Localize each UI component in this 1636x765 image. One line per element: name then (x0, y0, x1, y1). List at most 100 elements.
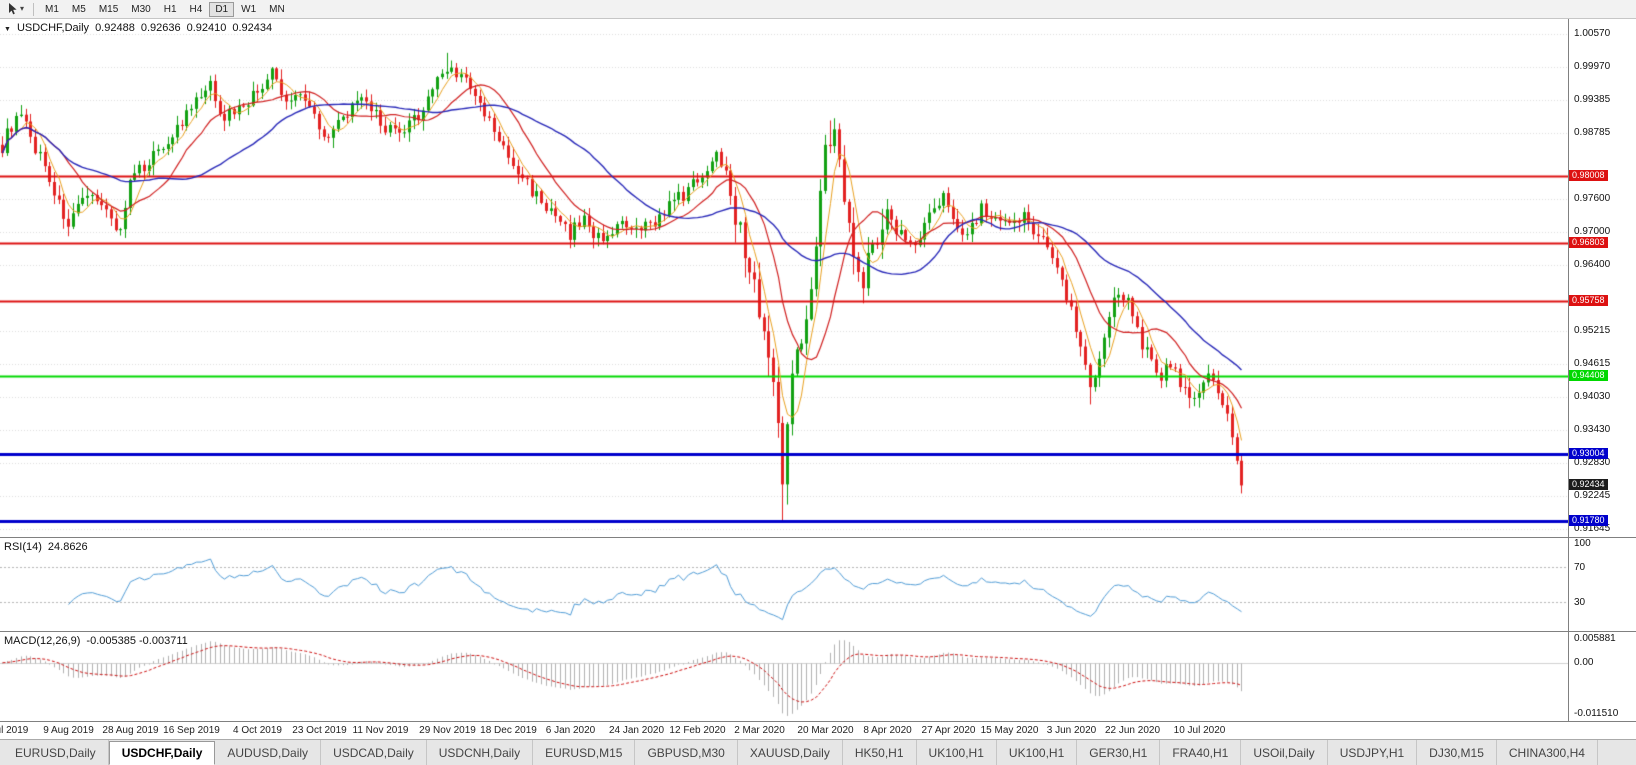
price-tick-label: 0.98785 (1574, 126, 1611, 138)
collapse-toggle-icon[interactable]: ▼ (4, 26, 11, 33)
level-price-label: 0.96803 (1569, 236, 1608, 248)
rsi-axis-label: 30 (1574, 596, 1586, 608)
ohlc-close: 0.92434 (232, 22, 273, 34)
chart-tab[interactable]: AUDUSD,Daily (215, 740, 322, 765)
timeframe-button[interactable]: MN (263, 2, 291, 17)
price-tick-label: 0.94615 (1574, 358, 1611, 370)
chart-tab[interactable]: USDCHF,Daily (108, 741, 216, 765)
date-label: 22 Jul 2019 (0, 725, 29, 736)
price-pane[interactable]: ▼ USDCHF,Daily 0.92488 0.92636 0.92410 0… (0, 19, 1636, 537)
rsi-axis[interactable]: 100 70 30 (1568, 538, 1636, 631)
date-label: 2 Mar 2020 (734, 725, 785, 736)
date-label: 27 Apr 2020 (921, 725, 976, 736)
cursor-tool-button[interactable]: ▾ (4, 3, 28, 15)
price-tick-label: 0.97000 (1574, 225, 1611, 237)
timeframe-buttons: M1 M5 M15 M30 H1 H4 D1 W1 MN (39, 1, 291, 17)
price-chart-canvas[interactable] (0, 19, 1568, 537)
ohlc-open: 0.92488 (95, 22, 135, 34)
date-label: 11 Nov 2019 (352, 725, 409, 736)
price-tick-label: 0.92245 (1574, 489, 1611, 501)
price-tick-label: 0.95215 (1574, 324, 1611, 336)
chart-tab[interactable]: USDCNH,Daily (427, 740, 534, 765)
price-tick-label: 0.93430 (1574, 423, 1611, 435)
chart-tab[interactable]: USDCAD,Daily (321, 740, 427, 765)
timeframe-button[interactable]: M5 (66, 2, 92, 17)
date-label: 23 Oct 2019 (292, 725, 347, 736)
macd-axis-label: 0.005881 (1574, 633, 1616, 644)
chart-window: ▼ USDCHF,Daily 0.92488 0.92636 0.92410 0… (0, 19, 1636, 739)
chevron-down-icon: ▾ (20, 4, 25, 13)
date-axis[interactable]: 22 Jul 2019 9 Aug 2019 28 Aug 2019 16 Sep 2… (0, 721, 1636, 739)
chart-tab[interactable]: UK100,H1 (917, 740, 997, 765)
price-tick-label: 0.92830 (1574, 457, 1611, 469)
date-label: 18 Dec 2019 (480, 725, 537, 736)
timeframe-button[interactable]: D1 (209, 1, 235, 17)
price-tick-label: 0.99970 (1574, 61, 1611, 73)
level-price-label: 0.91780 (1569, 515, 1608, 527)
level-price-label: 0.94408 (1569, 369, 1608, 381)
current-price-label: 0.92434 (1569, 479, 1608, 491)
date-label: 22 Jun 2020 (1104, 725, 1161, 736)
chart-tab[interactable]: GER30,H1 (1077, 740, 1161, 765)
date-label: 9 Aug 2019 (43, 725, 94, 736)
timeframe-button[interactable]: M30 (125, 2, 156, 17)
price-tick-label: 0.97600 (1574, 192, 1611, 204)
date-label: 29 Nov 2019 (419, 725, 476, 736)
timeframe-button[interactable]: H1 (158, 2, 183, 17)
macd-axis[interactable]: 0.005881 0.00 -0.011510 (1568, 632, 1636, 721)
date-label: 12 Feb 2020 (669, 725, 726, 736)
date-label: 3 Jun 2020 (1046, 725, 1097, 736)
date-label: 20 Mar 2020 (797, 725, 854, 736)
macd-chart-canvas[interactable] (0, 632, 1568, 721)
price-axis[interactable]: 1.00570 0.99970 0.99385 0.98785 0.97600 0.970… (1568, 19, 1636, 537)
chart-tab[interactable]: XAUUSD,Daily (738, 740, 843, 765)
rsi-indicator-label: RSI(14) 24.8626 (4, 541, 88, 553)
date-label: 16 Sep 2019 (163, 725, 220, 736)
timeframe-button[interactable]: M15 (93, 2, 124, 17)
chart-tab[interactable]: FRA40,H1 (1160, 740, 1242, 765)
macd-axis-label: 0.00 (1574, 656, 1594, 668)
price-tick-label: 0.94030 (1574, 390, 1611, 402)
chart-tab[interactable]: HK50,H1 (843, 740, 917, 765)
chart-tab[interactable]: EURUSD,Daily (3, 740, 109, 765)
price-tick-label: 1.00570 (1574, 27, 1611, 39)
level-price-label: 0.93004 (1569, 447, 1608, 459)
ohlc-low: 0.92410 (186, 22, 227, 34)
chart-tab[interactable]: UK100,H1 (997, 740, 1078, 765)
timeframe-button[interactable]: M1 (39, 2, 65, 17)
date-label: 6 Jan 2020 (545, 725, 596, 736)
rsi-value: 24.8626 (47, 541, 88, 553)
price-tick-label: 0.99385 (1574, 93, 1611, 105)
chart-tab[interactable]: USOil,Daily (1241, 740, 1328, 765)
level-price-label: 0.98008 (1569, 170, 1608, 182)
chart-tab[interactable]: DJ30,M15 (1417, 740, 1497, 765)
date-label: 15 May 2020 (980, 725, 1039, 736)
macd-pane[interactable]: MACD(12,26,9) -0.005385 -0.003711 0.0058… (0, 631, 1636, 721)
chart-tab[interactable]: CHINA300,H4 (1497, 740, 1598, 765)
chart-tab[interactable]: GBPUSD,M30 (635, 740, 738, 765)
toolbar-separator (33, 2, 35, 16)
rsi-axis-label: 70 (1574, 562, 1586, 574)
timeframe-button[interactable]: W1 (235, 2, 262, 17)
level-price-label: 0.95758 (1569, 294, 1608, 306)
macd-indicator-label: MACD(12,26,9) -0.005385 -0.003711 (4, 635, 188, 647)
timeframe-button[interactable]: H4 (184, 2, 209, 17)
rsi-name: RSI(14) (4, 541, 42, 553)
macd-name: MACD(12,26,9) (4, 635, 81, 647)
timeframe-toolbar: ▾ M1 M5 M15 M30 H1 H4 D1 W1 MN (0, 0, 1636, 19)
chart-tab-bar: EURUSD,Daily USDCHF,Daily AUDUSD,Daily U… (0, 739, 1636, 765)
date-label: 8 Apr 2020 (863, 725, 912, 736)
date-label: 24 Jan 2020 (608, 725, 665, 736)
price-tick-label: 0.96400 (1574, 259, 1611, 271)
cursor-icon (9, 3, 17, 15)
date-label: 10 Jul 2020 (1173, 725, 1226, 736)
chart-ohlc-label: ▼ USDCHF,Daily 0.92488 0.92636 0.92410 0… (4, 22, 272, 34)
rsi-axis-label: 100 (1574, 538, 1591, 549)
chart-tab[interactable]: EURUSD,M15 (533, 740, 636, 765)
chart-tab[interactable]: USDJPY,H1 (1328, 740, 1418, 765)
rsi-pane[interactable]: RSI(14) 24.8626 100 70 30 (0, 537, 1636, 631)
rsi-chart-canvas[interactable] (0, 538, 1568, 631)
chart-symbol: USDCHF,Daily (16, 22, 90, 34)
macd-values: -0.005385 -0.003711 (86, 635, 188, 647)
